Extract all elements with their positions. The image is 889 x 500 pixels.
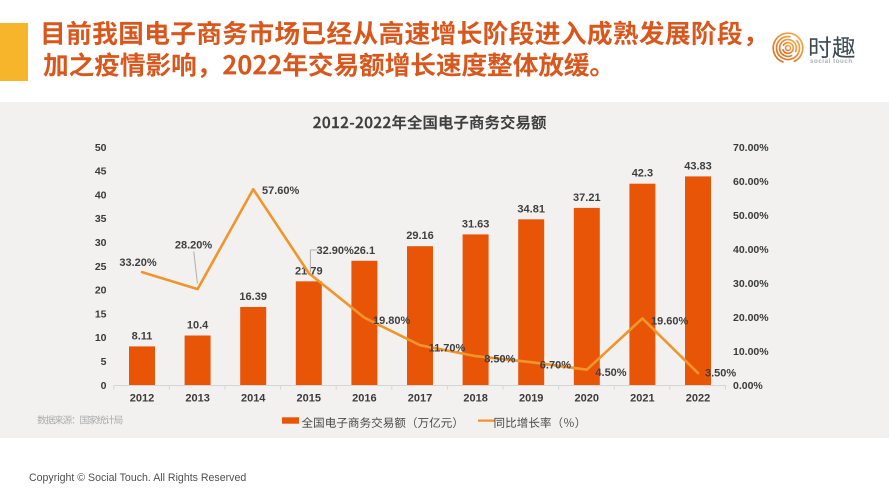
- svg-text:33.20%: 33.20%: [119, 257, 157, 269]
- svg-text:0: 0: [101, 380, 107, 392]
- svg-text:50.00%: 50.00%: [733, 210, 769, 222]
- svg-text:2014: 2014: [241, 393, 266, 405]
- svg-text:29.16: 29.16: [406, 230, 434, 242]
- svg-text:40.00%: 40.00%: [733, 244, 769, 256]
- svg-text:6.70%: 6.70%: [540, 360, 571, 372]
- svg-text:31.63: 31.63: [462, 218, 490, 230]
- svg-text:10.00%: 10.00%: [733, 346, 769, 358]
- svg-text:15: 15: [95, 308, 107, 320]
- svg-text:5: 5: [101, 356, 107, 368]
- svg-text:3.50%: 3.50%: [705, 368, 736, 380]
- svg-text:43.83: 43.83: [684, 160, 712, 172]
- svg-text:19.60%: 19.60%: [651, 316, 689, 328]
- svg-text:32.90%: 32.90%: [317, 245, 355, 257]
- svg-text:30.00%: 30.00%: [733, 278, 769, 290]
- svg-text:40: 40: [95, 189, 107, 201]
- svg-text:2016: 2016: [352, 393, 376, 405]
- svg-text:2013: 2013: [185, 393, 209, 405]
- svg-text:37.21: 37.21: [573, 192, 601, 204]
- svg-text:2019: 2019: [519, 393, 543, 405]
- svg-text:35: 35: [95, 213, 107, 225]
- svg-text:10: 10: [95, 332, 107, 344]
- svg-text:4.50%: 4.50%: [595, 367, 626, 379]
- svg-text:50: 50: [95, 142, 107, 154]
- svg-text:34.81: 34.81: [517, 203, 545, 215]
- svg-text:57.60%: 57.60%: [262, 185, 300, 197]
- svg-text:60.00%: 60.00%: [733, 176, 769, 188]
- svg-text:2022: 2022: [686, 393, 710, 405]
- svg-text:10.4: 10.4: [187, 320, 209, 332]
- svg-text:42.3: 42.3: [632, 168, 653, 180]
- svg-text:16.39: 16.39: [239, 291, 267, 303]
- svg-text:45: 45: [95, 166, 107, 178]
- svg-text:20: 20: [95, 285, 107, 297]
- svg-text:28.20%: 28.20%: [175, 240, 213, 252]
- svg-text:2017: 2017: [408, 393, 432, 405]
- svg-text:0.00%: 0.00%: [733, 380, 763, 392]
- svg-text:25: 25: [95, 261, 107, 273]
- svg-text:2015: 2015: [297, 393, 321, 405]
- svg-text:20.00%: 20.00%: [733, 312, 769, 324]
- svg-text:11.70%: 11.70%: [429, 343, 466, 355]
- svg-text:2018: 2018: [463, 393, 487, 405]
- svg-text:70.00%: 70.00%: [733, 142, 769, 154]
- svg-text:26.1: 26.1: [354, 245, 375, 257]
- svg-text:8.50%: 8.50%: [484, 353, 515, 365]
- svg-text:8.11: 8.11: [132, 330, 153, 342]
- svg-text:30: 30: [95, 237, 107, 249]
- svg-text:2021: 2021: [630, 393, 654, 405]
- svg-text:19.80%: 19.80%: [373, 315, 411, 327]
- svg-text:2012: 2012: [130, 393, 154, 405]
- svg-text:2020: 2020: [575, 393, 599, 405]
